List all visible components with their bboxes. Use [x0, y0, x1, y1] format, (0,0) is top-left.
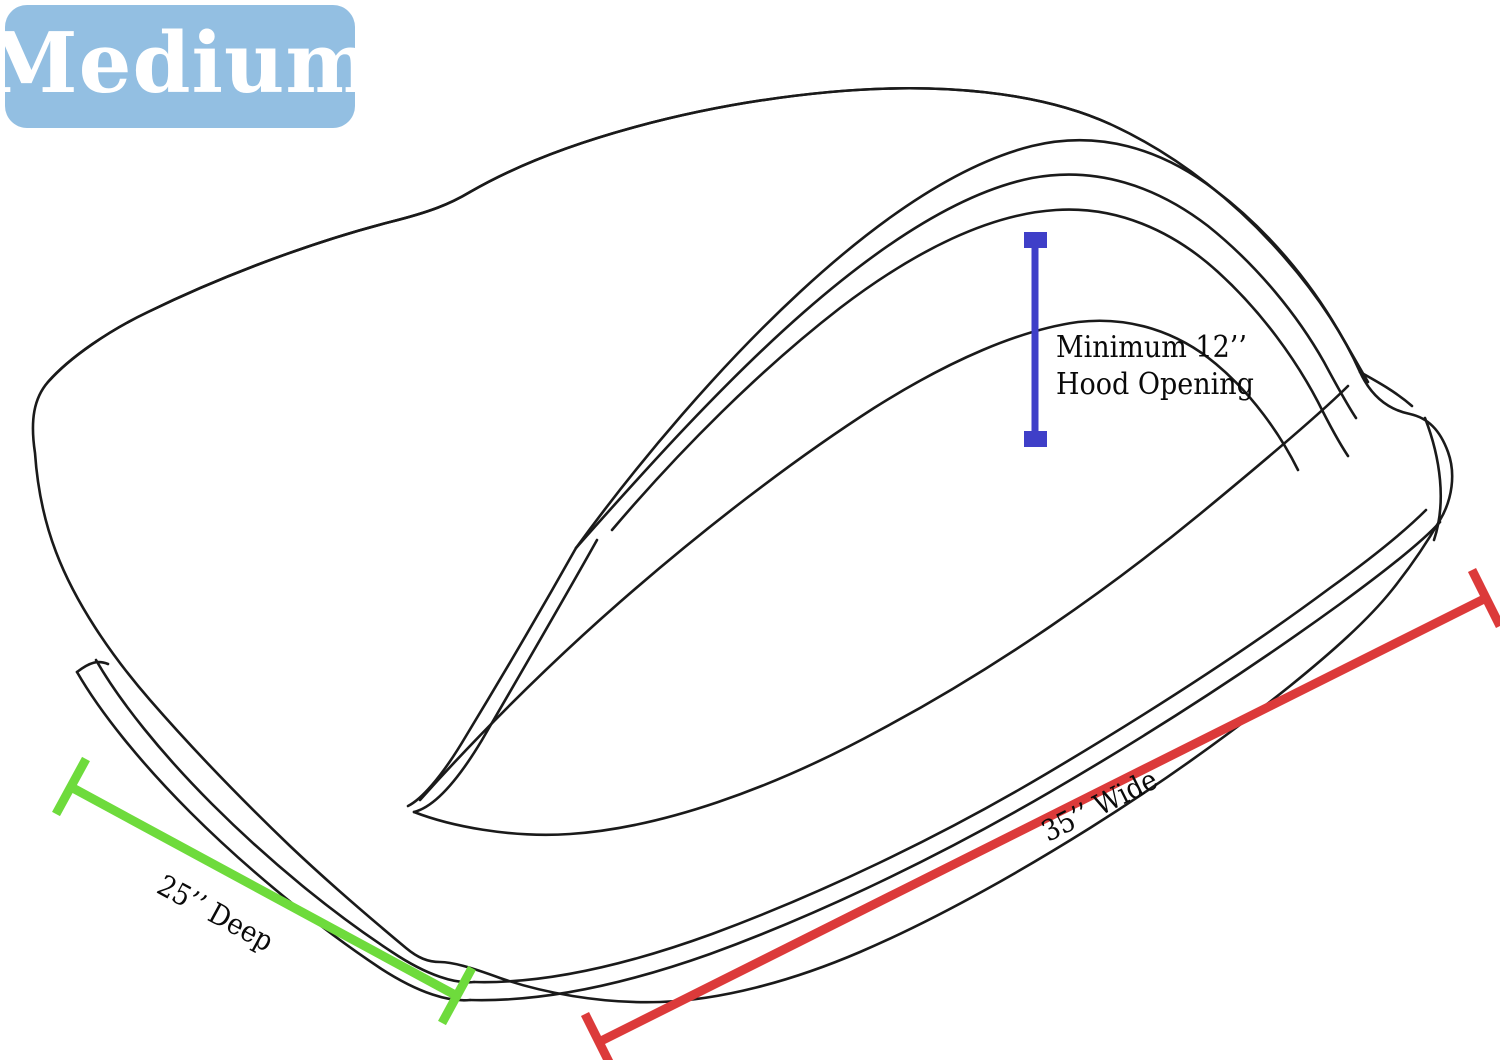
lid-front-crease [46, 190, 472, 384]
width-line [596, 593, 1489, 1047]
size-badge: Medium [0, 5, 373, 128]
body-shoulder-line [412, 384, 1350, 837]
cargo-box-outline [31, 86, 1454, 1004]
hood-opening-label-line-1: Minimum 12’’ [1056, 330, 1247, 365]
hood-opening-cap-bottom [1024, 431, 1047, 447]
width-dimension [580, 567, 1500, 1060]
lid-contour-second [574, 173, 1358, 550]
right-corner-fold [1423, 416, 1443, 542]
width-cap-start [580, 1011, 614, 1060]
width-cap-end [1467, 567, 1500, 629]
depth-dimension [52, 756, 476, 1026]
nose-notch [75, 660, 110, 674]
hood-opening-label-line-2: Hood Opening [1056, 366, 1254, 402]
lid-contour-outer [574, 138, 1370, 550]
depth-line [68, 783, 460, 1000]
lid-contour-third [610, 208, 1350, 532]
base-bottom-rail [468, 520, 1442, 1002]
size-badge-label: Medium [0, 14, 375, 112]
lid-body-parting-line-inner [412, 538, 599, 814]
depth-cap-start [52, 756, 90, 817]
base-front-rail-inner [94, 658, 476, 984]
base-bottom-rail-inner [472, 508, 1428, 984]
lid-body-parting-line [406, 546, 578, 808]
depth-cap-end [438, 965, 476, 1026]
hood-opening-label: Minimum 12’’ Hood Opening [1056, 330, 1254, 403]
lid-contour-inner [418, 319, 1300, 802]
hood-opening-cap-top [1024, 232, 1047, 248]
base-front-rail [75, 670, 472, 1002]
rear-tail-flick [1358, 370, 1414, 408]
hood-opening-dimension [1024, 232, 1047, 447]
shell-centre-seam [468, 86, 1112, 194]
